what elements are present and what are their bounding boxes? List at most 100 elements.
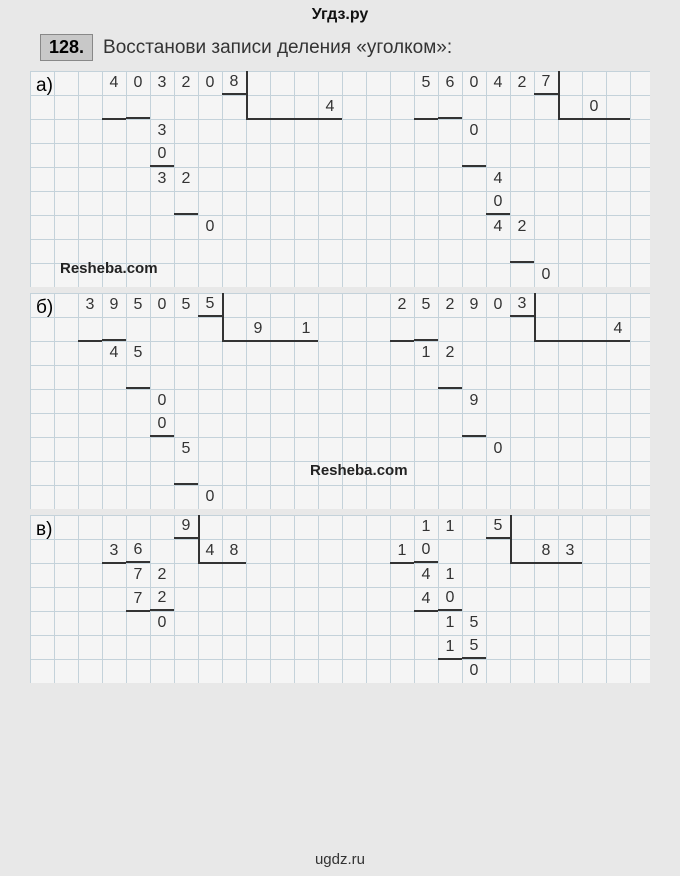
grid-cell: 0 — [150, 413, 174, 437]
grid-cell: 5 — [126, 293, 150, 317]
watermark: Resheba.com — [60, 260, 158, 277]
grid-cell: 0 — [486, 293, 510, 317]
grid-cell: 0 — [534, 263, 558, 287]
grid-cell — [174, 191, 198, 215]
grid-cell: 0 — [150, 143, 174, 167]
division-border — [78, 340, 102, 342]
grid-cell: 1 — [438, 611, 462, 635]
task-text: Восстанови записи деления «уголком»: — [103, 37, 452, 59]
grid-cell: 1 — [438, 563, 462, 587]
grid-cell — [126, 95, 150, 119]
grid-cell: 1 — [438, 515, 462, 539]
grid-cell: 2 — [174, 167, 198, 191]
grid-cell: 0 — [150, 611, 174, 635]
grid-cell — [462, 413, 486, 437]
division-border — [390, 340, 414, 342]
grid-cell: 4 — [102, 341, 126, 365]
division-border — [438, 658, 462, 660]
division-border — [534, 293, 536, 341]
grid-cell: 1 — [294, 317, 318, 341]
grid-cell: 1 — [390, 539, 414, 563]
grid-cell — [102, 317, 126, 341]
division-border — [534, 340, 630, 342]
grid-cell: 5 — [462, 635, 486, 659]
grid-cell: 3 — [78, 293, 102, 317]
division-border — [222, 293, 224, 341]
grid-cell: 5 — [174, 293, 198, 317]
grid-cell: 4 — [318, 95, 342, 119]
grid-cell — [510, 239, 534, 263]
division-border — [126, 610, 150, 612]
grid-cell: 4 — [486, 215, 510, 239]
division-border — [558, 118, 630, 120]
grid-cell — [174, 461, 198, 485]
grid-cell: 3 — [510, 293, 534, 317]
grid-cell: 2 — [390, 293, 414, 317]
grid-cell: 5 — [174, 437, 198, 461]
grid-cell: 3 — [150, 119, 174, 143]
grid-c: 93648727201151083414015150 — [30, 515, 650, 683]
grid-cell: 7 — [126, 563, 150, 587]
grid-cell — [126, 365, 150, 389]
grid-cell: 2 — [174, 71, 198, 95]
grid-cell: 1 — [414, 341, 438, 365]
grid-cell: 0 — [486, 437, 510, 461]
division-border — [414, 610, 438, 612]
division-border — [246, 71, 248, 119]
grid-cell: 2 — [150, 563, 174, 587]
grid-cell: 2 — [150, 587, 174, 611]
grid-cell: 0 — [198, 485, 222, 509]
grid-cell: 8 — [222, 539, 246, 563]
grid-cell — [438, 95, 462, 119]
grid-cell: 3 — [150, 71, 174, 95]
grid-cell: 0 — [462, 119, 486, 143]
grid-cell: 9 — [462, 389, 486, 413]
worksheet-a: а) 4032084303205604270040420 Resheba.com — [30, 71, 650, 287]
grid-cell: 0 — [414, 539, 438, 563]
grid-cell — [462, 143, 486, 167]
grid-cell: 3 — [558, 539, 582, 563]
grid-cell: 9 — [462, 293, 486, 317]
grid-cell: 3 — [150, 167, 174, 191]
grid-cell: 2 — [510, 215, 534, 239]
division-border — [246, 118, 342, 120]
division-border — [102, 562, 126, 564]
grid-cell: 0 — [198, 215, 222, 239]
grid-cell: 4 — [486, 71, 510, 95]
grid-cell: 5 — [486, 515, 510, 539]
grid-cell: 5 — [462, 611, 486, 635]
task-number: 128. — [40, 34, 93, 61]
grid-cell: 0 — [150, 389, 174, 413]
grid-cell: 2 — [438, 341, 462, 365]
site-header: Угдз.ру — [0, 0, 680, 30]
grid-cell: 4 — [102, 71, 126, 95]
grid-cell: 0 — [486, 191, 510, 215]
grid-cell: 6 — [438, 71, 462, 95]
grid-cell: 5 — [414, 293, 438, 317]
division-border — [390, 562, 414, 564]
grid-cell — [438, 365, 462, 389]
grid-cell: 0 — [462, 659, 486, 683]
grid-cell: 7 — [126, 587, 150, 611]
grid-cell: 2 — [438, 293, 462, 317]
grid-cell: 4 — [414, 587, 438, 611]
grid-cell — [414, 317, 438, 341]
division-border — [198, 562, 246, 564]
division-border — [558, 71, 560, 119]
site-footer: ugdz.ru — [0, 851, 680, 868]
grid-a: 4032084303205604270040420 — [30, 71, 650, 287]
division-border — [510, 562, 582, 564]
grid-cell: 4 — [486, 167, 510, 191]
grid-cell: 4 — [414, 563, 438, 587]
worksheet-c: в) 93648727201151083414015150 — [30, 515, 650, 683]
grid-cell: 3 — [102, 539, 126, 563]
grid-cell: 8 — [534, 539, 558, 563]
grid-cell: 5 — [414, 71, 438, 95]
grid-cell: 1 — [414, 515, 438, 539]
division-border — [414, 118, 438, 120]
division-border — [198, 515, 200, 563]
grid-cell: 9 — [174, 515, 198, 539]
grid-cell: 0 — [438, 587, 462, 611]
grid-cell: 9 — [246, 317, 270, 341]
grid-cell: 4 — [606, 317, 630, 341]
